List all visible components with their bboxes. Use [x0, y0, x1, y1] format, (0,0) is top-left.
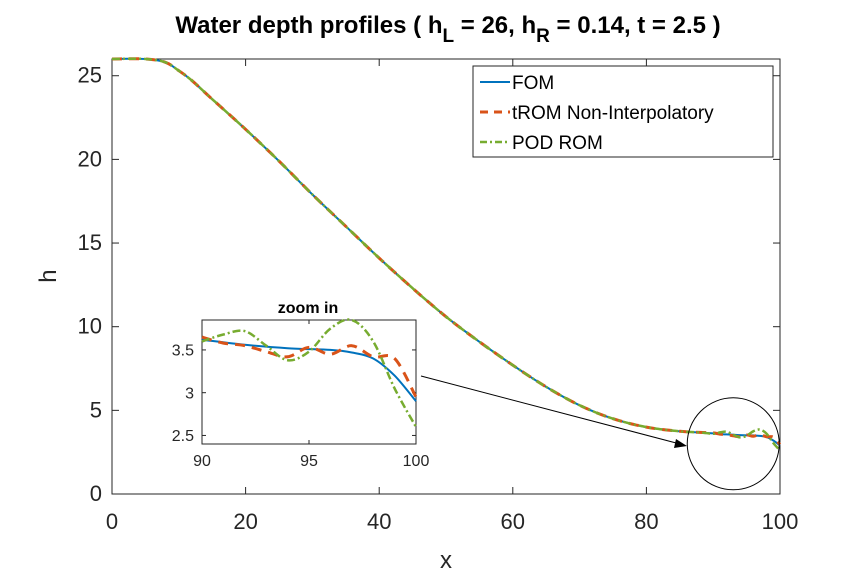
main-series-group: [111, 57, 782, 452]
title-prefix: Water depth profiles ( h: [175, 12, 442, 39]
main-series-pod-rom: [111, 57, 781, 452]
main-x-tick-label: 40: [367, 509, 391, 534]
zoom-arrow-head: [674, 439, 687, 448]
y-axis-label: h: [35, 269, 62, 282]
inset-y-tick-label: 3: [185, 385, 194, 402]
title-sub-l: L: [442, 26, 454, 47]
main-ticks: 0 20 40 60 80 100 0 5 10 15 20 25: [78, 59, 799, 534]
legend: FOM tROM Non-Interpolatory POD ROM: [472, 65, 774, 158]
main-x-tick-label: 20: [233, 509, 257, 534]
inset-series-trom-non-interpolatory: [201, 335, 418, 398]
main-y-tick-label: 15: [78, 230, 102, 255]
title-sub-r: R: [536, 26, 550, 47]
main-x-tick-label: 100: [762, 509, 799, 534]
inset-title: zoom in: [278, 300, 338, 317]
title-mid2: = 0.14, t = 2.5 ): [550, 12, 721, 39]
inset-plot-area: [201, 319, 417, 445]
main-y-tick-label: 25: [78, 63, 102, 88]
main-y-tick-label: 0: [90, 481, 102, 506]
legend-label-pod: POD ROM: [512, 133, 603, 154]
inset-y-tick-label: 2.5: [172, 428, 194, 445]
main-y-tick-label: 5: [90, 397, 102, 422]
title-mid1: = 26, h: [454, 12, 536, 39]
x-axis-label: x: [440, 547, 452, 574]
inset-series-pod-rom: [201, 318, 418, 428]
zoom-arrow: [420, 375, 687, 448]
main-x-tick-label: 60: [501, 509, 525, 534]
inset-x-tick-label: 95: [300, 453, 318, 470]
inset-series-fom: [201, 338, 417, 402]
legend-box: [472, 65, 774, 158]
inset-x-tick-label: 100: [403, 453, 430, 470]
legend-label-fom: FOM: [512, 73, 554, 94]
main-x-tick-label: 0: [106, 509, 118, 534]
zoom-circle: [686, 397, 780, 491]
inset-series-group: [201, 318, 418, 428]
inset-ticks: 90 95 100 2.5 3 3.5: [172, 320, 430, 470]
main-x-tick-label: 80: [634, 509, 658, 534]
inset-x-tick-label: 90: [193, 453, 211, 470]
legend-label-trom: tROM Non-Interpolatory: [512, 103, 714, 124]
main-y-tick-label: 20: [78, 146, 102, 171]
zoom-arrow-line: [420, 375, 681, 445]
inset-y-tick-label: 3.5: [172, 343, 194, 360]
chart-title: Water depth profiles ( hL = 26, hR = 0.1…: [175, 12, 720, 47]
main-y-tick-label: 10: [78, 314, 102, 339]
